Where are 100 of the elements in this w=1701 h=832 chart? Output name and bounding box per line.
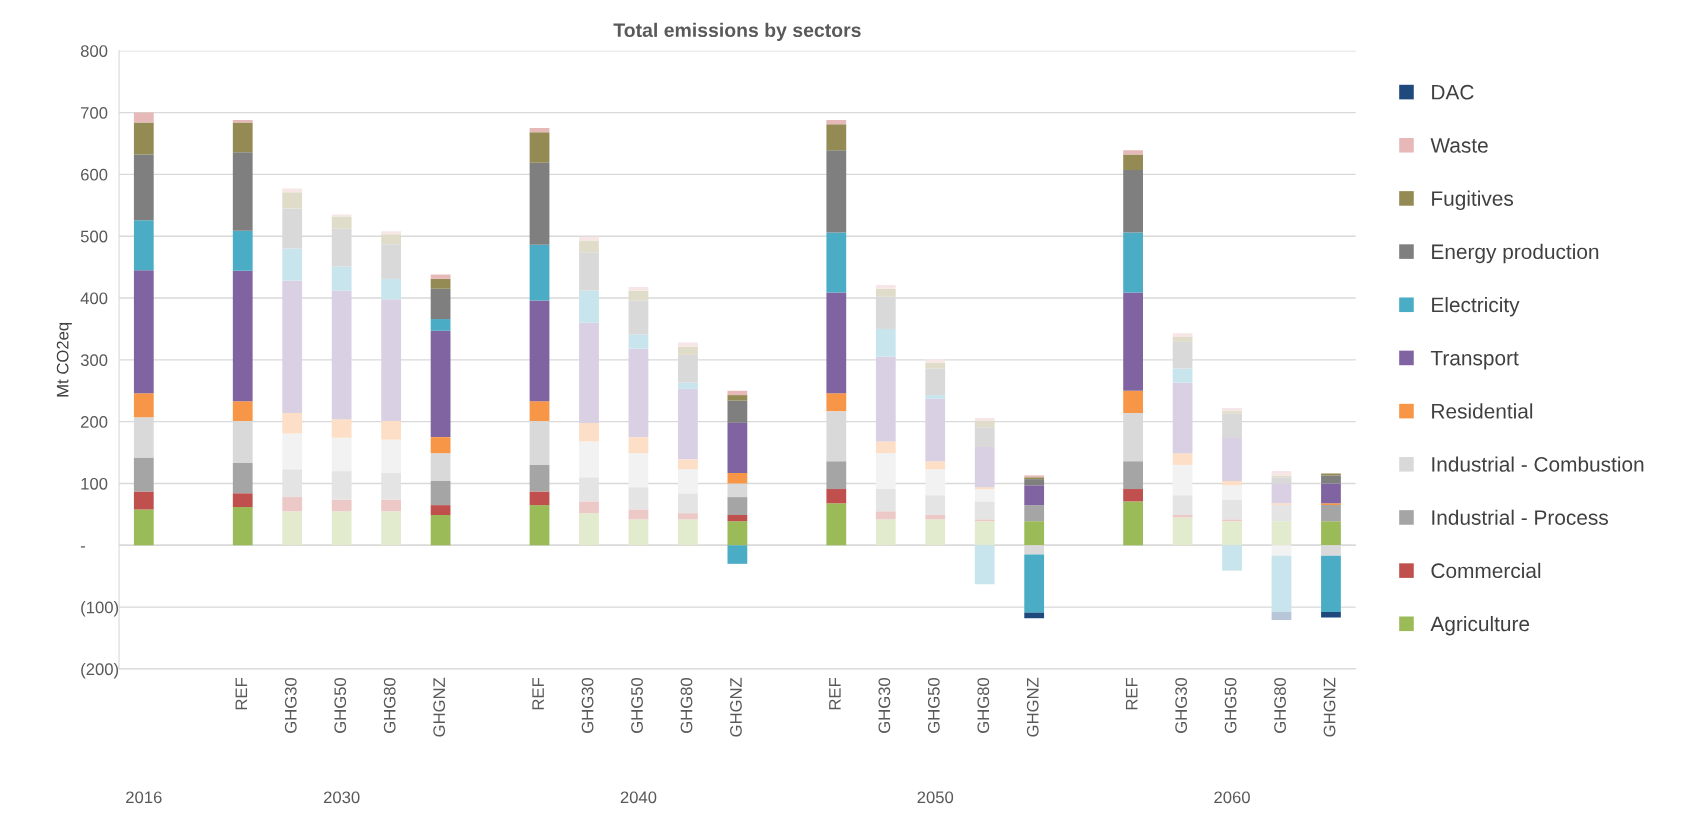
bar	[826, 489, 847, 504]
bar	[628, 286, 649, 291]
bar	[381, 499, 402, 512]
bar	[678, 469, 698, 494]
bar	[430, 481, 451, 506]
x-tick-label: REF	[235, 677, 248, 710]
bar	[579, 513, 599, 546]
x-tick-label: GHG30	[581, 677, 594, 733]
bar	[1271, 555, 1292, 613]
bar	[1172, 336, 1193, 342]
y-tick-label: 200	[81, 416, 108, 428]
text: 2030	[323, 791, 360, 804]
bar	[1123, 390, 1143, 413]
bar	[1271, 612, 1292, 621]
bar	[579, 236, 599, 241]
text: 2060	[1214, 791, 1250, 804]
legend-label: Industrial - Combustion	[1432, 456, 1644, 472]
bar	[232, 493, 253, 507]
legend-label: Waste	[1430, 138, 1488, 153]
bar	[133, 154, 154, 221]
bar	[826, 232, 847, 293]
bar	[1222, 481, 1242, 486]
bar	[628, 487, 649, 510]
x-tick-label: GHG80	[1274, 677, 1286, 733]
bar	[826, 150, 847, 233]
legend-label: Industrial - Process	[1432, 509, 1608, 525]
bar	[1172, 333, 1193, 337]
bar	[282, 511, 303, 546]
bar	[1271, 521, 1292, 546]
bar	[529, 491, 550, 506]
x-tick-label: GHG30	[878, 677, 891, 733]
bar	[974, 545, 995, 585]
bar	[875, 288, 896, 297]
x-tick-label: GHGNZ	[730, 677, 742, 737]
bar	[232, 152, 253, 231]
bar	[727, 521, 748, 546]
bar	[1123, 489, 1143, 502]
x-tick-label: GHG30	[284, 677, 297, 733]
legend-label: Commercial	[1431, 562, 1541, 579]
legend-label: Residential	[1432, 403, 1533, 419]
bar	[974, 501, 995, 520]
bar	[529, 244, 550, 301]
bar	[331, 419, 352, 438]
bar	[430, 278, 451, 289]
bar	[133, 491, 154, 510]
bar	[133, 220, 154, 271]
bar	[133, 393, 154, 418]
bar	[1123, 154, 1143, 171]
bar	[381, 421, 402, 440]
bar	[727, 497, 748, 515]
x-tick-label: GHG80	[680, 677, 693, 733]
bar	[579, 501, 599, 514]
bar	[628, 509, 649, 520]
bar	[727, 515, 748, 522]
y-tick-label: 500	[80, 230, 108, 243]
bar	[381, 278, 402, 300]
bar	[1123, 292, 1143, 391]
bar	[232, 270, 253, 402]
bar	[430, 437, 451, 454]
bar	[925, 519, 946, 546]
bar	[331, 266, 352, 291]
bar	[133, 122, 154, 155]
legend-label: Electricity	[1432, 296, 1520, 317]
bar	[430, 288, 451, 320]
x-tick-label: GHGNZ	[433, 677, 446, 737]
x-tick-label: REF	[1125, 677, 1138, 710]
x-tick-label: REF	[532, 677, 544, 710]
bar	[1321, 521, 1341, 546]
x-tick-label: GHG50	[631, 677, 643, 733]
bar	[826, 124, 847, 151]
bar	[579, 441, 599, 478]
x-tick-label: GHG80	[977, 677, 990, 733]
y-tick-label: 400	[80, 292, 108, 305]
bar	[974, 521, 995, 546]
bar	[727, 400, 748, 423]
bar	[678, 459, 698, 470]
bar	[826, 461, 847, 490]
bar	[282, 248, 303, 281]
legend-label: Transport	[1430, 350, 1519, 370]
bar	[974, 421, 995, 428]
bar	[628, 334, 649, 349]
x-tick-label: GHG30	[1175, 677, 1188, 733]
bar	[430, 319, 451, 331]
bar	[628, 453, 649, 488]
bar	[925, 359, 946, 363]
bar	[1024, 485, 1045, 506]
bar	[1172, 453, 1193, 465]
bar	[727, 422, 748, 473]
bar	[529, 401, 550, 422]
bar	[1321, 475, 1341, 484]
legend-label: Fugitives	[1432, 190, 1514, 211]
bar	[1024, 521, 1045, 546]
bar	[1123, 501, 1143, 546]
bar	[282, 497, 303, 512]
bar	[381, 244, 402, 279]
bar	[381, 439, 402, 473]
bar	[925, 362, 946, 369]
bar	[727, 472, 748, 484]
bar	[925, 495, 946, 515]
bar	[579, 290, 599, 323]
